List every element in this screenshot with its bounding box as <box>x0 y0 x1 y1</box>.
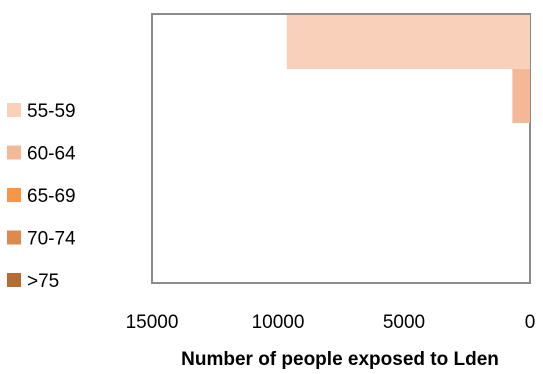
legend-label: 60-64 <box>27 144 76 165</box>
x-tick-label: 5000 <box>383 312 425 333</box>
x-axis-title: Number of people exposed to Lden <box>181 349 499 370</box>
legend-swatch <box>7 145 21 160</box>
bar-5559 <box>286 15 530 69</box>
x-tick-label: 0 <box>525 312 536 333</box>
legend-label: 55-59 <box>27 101 76 122</box>
legend-swatch <box>7 103 21 117</box>
legend-label: >75 <box>27 271 59 292</box>
bar-6064 <box>512 69 530 123</box>
legend: 55-59 60-64 65-69 70-74 >75 <box>7 101 76 292</box>
legend-label: 65-69 <box>27 186 76 207</box>
x-axis-ticks: 15000 10000 5000 0 <box>126 312 536 333</box>
legend-swatch <box>7 273 21 287</box>
x-tick-label: 15000 <box>126 312 179 333</box>
legend-label: 70-74 <box>27 229 76 250</box>
x-tick-label: 10000 <box>252 312 305 333</box>
legend-swatch <box>7 230 21 245</box>
legend-swatch <box>7 188 21 202</box>
bars <box>286 15 530 123</box>
